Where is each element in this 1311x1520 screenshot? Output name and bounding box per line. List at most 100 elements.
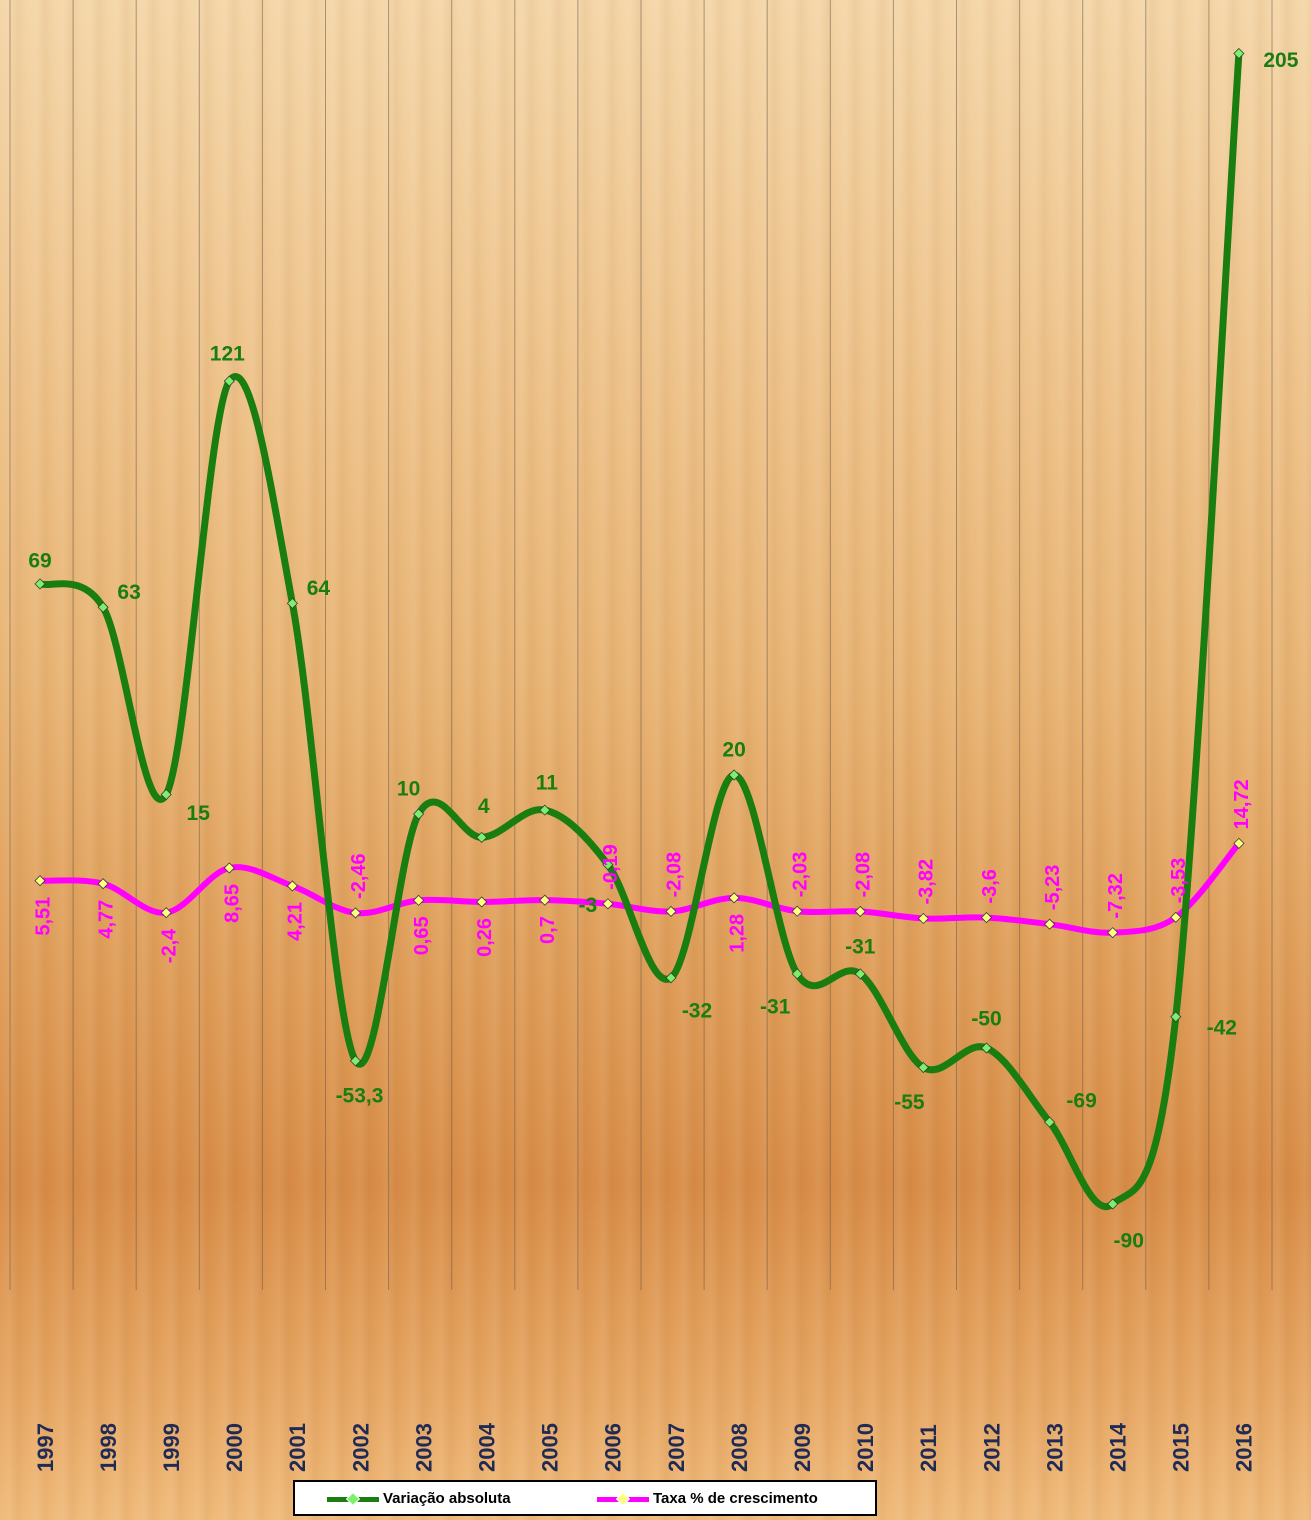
legend-swatch-green [327, 1491, 379, 1507]
data-label-variacao: 11 [536, 772, 559, 795]
series-lines [38, 53, 1243, 1211]
data-label-taxa: -2,4 [158, 928, 180, 963]
data-label-taxa: -2,08 [853, 852, 875, 898]
legend-item-variacao: Variação absoluta [327, 1490, 511, 1507]
data-label-taxa: -7,32 [1105, 873, 1127, 919]
marker-taxa [791, 905, 803, 917]
data-label-variacao: 205 [1263, 49, 1298, 72]
data-label-variacao: -55 [894, 1091, 925, 1114]
marker-variacao [286, 597, 298, 609]
data-label-taxa: -3,6 [979, 869, 1001, 903]
data-label-variacao: 63 [117, 581, 140, 604]
data-label-taxa: 14,72 [1231, 779, 1253, 829]
vertical-gridlines [9, 0, 1273, 1290]
legend-label-taxa: Taxa % de crescimento [653, 1490, 818, 1507]
data-label-taxa: 0,65 [411, 916, 433, 955]
data-label-variacao: -32 [682, 999, 712, 1022]
x-tick-label: 2007 [664, 1423, 689, 1472]
marker-taxa [413, 894, 425, 906]
data-labels: 69 63 15 121 64 -53,3 10 4 11 -3 -32 20 -31 -31 -55 -50… [28, 49, 1298, 1253]
data-label-variacao: 64 [307, 577, 331, 600]
data-label-variacao: -42 [1207, 1016, 1237, 1039]
marker-variacao [97, 601, 109, 613]
x-tick-label: 1997 [33, 1423, 58, 1472]
data-label-variacao: -31 [845, 935, 876, 958]
data-label-variacao: 121 [210, 343, 245, 366]
legend-swatch-pink [597, 1491, 649, 1507]
x-tick-label: 2015 [1169, 1423, 1194, 1472]
marker-variacao [34, 578, 46, 590]
marker-variacao [1107, 1198, 1119, 1210]
marker-variacao [1044, 1116, 1056, 1128]
legend-label-variacao: Variação absoluta [383, 1490, 511, 1507]
data-label-variacao: 15 [187, 802, 211, 825]
marker-taxa [1170, 911, 1182, 923]
marker-taxa [917, 912, 929, 925]
data-label-taxa: 4,77 [95, 900, 117, 939]
marker-taxa [665, 905, 677, 917]
data-label-taxa: -2,46 [348, 853, 370, 899]
data-label-taxa: 0,26 [474, 918, 496, 957]
legend-item-taxa: Taxa % de crescimento [597, 1490, 818, 1507]
data-label-taxa: -3,53 [1168, 858, 1190, 904]
series-line-variacao [38, 53, 1243, 1211]
marker-variacao [539, 804, 551, 816]
data-label-taxa: -0,19 [600, 844, 622, 890]
data-label-taxa: -3,82 [916, 859, 938, 905]
marker-taxa [160, 907, 172, 919]
marker-taxa [476, 896, 488, 908]
marker-taxa [97, 878, 109, 890]
marker-variacao [349, 1055, 362, 1067]
x-tick-label: 2011 [916, 1424, 941, 1472]
marker-variacao [728, 769, 740, 781]
data-label-taxa: 0,7 [537, 916, 559, 944]
marker-variacao [160, 788, 172, 801]
data-label-variacao: -53,3 [336, 1084, 384, 1107]
marker-variacao [917, 1061, 929, 1074]
marker-taxa [602, 898, 614, 910]
data-label-taxa: 1,28 [726, 914, 748, 953]
series-markers [34, 47, 1245, 1210]
data-label-taxa: -5,23 [1042, 865, 1064, 911]
marker-variacao [602, 859, 614, 871]
x-tick-label: 2002 [348, 1423, 373, 1472]
marker-taxa [728, 892, 740, 904]
x-tick-label: 2014 [1106, 1422, 1131, 1472]
data-label-variacao: 10 [397, 778, 420, 801]
marker-variacao [223, 375, 235, 387]
marker-taxa [1233, 837, 1245, 849]
data-label-variacao: 69 [28, 549, 51, 572]
data-label-taxa: 8,65 [222, 884, 244, 923]
marker-taxa [1107, 927, 1119, 939]
marker-taxa [854, 905, 866, 917]
legend: Variação absoluta Taxa % de crescimento [293, 1480, 877, 1516]
marker-taxa [349, 907, 362, 919]
x-tick-label: 2010 [853, 1423, 878, 1472]
x-tick-label: 2003 [411, 1423, 436, 1472]
marker-taxa [539, 894, 551, 906]
data-label-variacao: -3 [579, 894, 598, 917]
x-axis-tick-labels: 1997 1998 1999 2000 2001 2002 2003 2004 2005 2006… [33, 1422, 1257, 1472]
marker-variacao [413, 808, 425, 820]
marker-variacao [665, 972, 677, 984]
x-tick-label: 2016 [1232, 1423, 1257, 1472]
x-tick-label: 2001 [285, 1423, 310, 1472]
marker-taxa [980, 912, 993, 924]
data-label-variacao: -69 [1066, 1090, 1096, 1113]
data-label-variacao: -31 [760, 995, 791, 1018]
data-label-variacao: -50 [971, 1008, 1001, 1031]
x-tick-label: 2000 [222, 1423, 247, 1472]
marker-variacao [791, 968, 803, 980]
data-label-variacao: -90 [1114, 1230, 1144, 1253]
marker-taxa [223, 862, 235, 874]
marker-variacao [1233, 47, 1245, 60]
x-tick-label: 2005 [538, 1423, 563, 1472]
x-tick-label: 2004 [475, 1422, 500, 1472]
x-tick-label: 2012 [979, 1423, 1004, 1472]
marker-variacao [980, 1042, 993, 1054]
data-label-taxa: -2,03 [789, 852, 811, 898]
data-label-variacao: 4 [478, 795, 490, 818]
data-label-taxa: 5,51 [32, 897, 54, 936]
x-tick-label: 2013 [1042, 1423, 1067, 1472]
